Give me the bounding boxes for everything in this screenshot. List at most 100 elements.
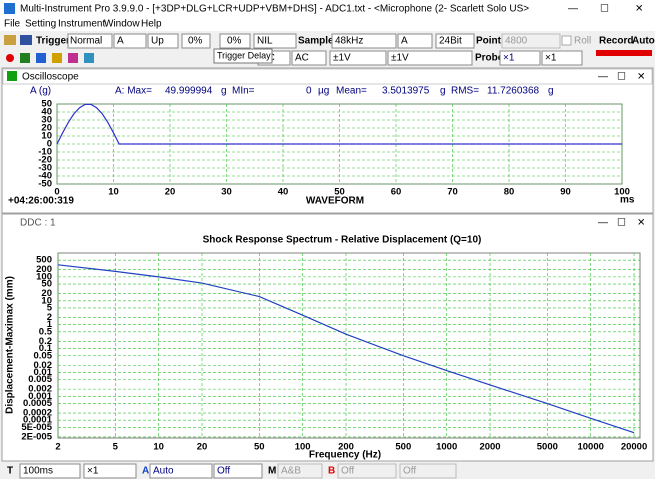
checkbox[interactable] bbox=[562, 36, 571, 45]
y-tick-label: -50 bbox=[38, 179, 52, 190]
x-tick-label: 2000 bbox=[479, 442, 500, 453]
dropdown-value: A&B bbox=[281, 466, 301, 477]
dropdown-value: A bbox=[117, 36, 124, 47]
minimize[interactable]: — bbox=[598, 218, 608, 229]
y-tick-label: 2E-005 bbox=[21, 431, 52, 442]
readout: 11.7260368 bbox=[487, 86, 540, 97]
close[interactable]: ✕ bbox=[637, 72, 645, 83]
readout: 3.5013975 bbox=[382, 86, 430, 97]
window-title: DDC : 1 bbox=[20, 218, 56, 229]
x-tick-label: 50 bbox=[334, 187, 345, 198]
dropdown-value: ±1V bbox=[333, 53, 351, 64]
readout: 49.999994 bbox=[165, 86, 213, 97]
point-label: Point bbox=[476, 36, 502, 47]
readout: µg bbox=[318, 86, 329, 97]
tool-icon[interactable] bbox=[20, 53, 30, 63]
x-tick-label: 40 bbox=[278, 187, 289, 198]
x-tick-label: 80 bbox=[504, 187, 515, 198]
tooltip-text: Trigger Delay bbox=[217, 50, 271, 60]
dropdown-value: Off bbox=[217, 466, 230, 477]
readout: g bbox=[440, 86, 446, 97]
app-icon bbox=[4, 3, 15, 14]
tool-icon[interactable] bbox=[36, 53, 46, 63]
readout: Mean= bbox=[336, 86, 367, 97]
dropdown-value: 4800 bbox=[505, 36, 528, 47]
x-tick-label: 20 bbox=[165, 187, 176, 198]
x-tick-label: 10 bbox=[108, 187, 119, 198]
readout: A (g) bbox=[30, 86, 51, 97]
sample-label: Sample bbox=[298, 36, 334, 47]
chart-title: Shock Response Spectrum - Relative Displ… bbox=[203, 235, 482, 246]
x-tick-label: 50 bbox=[254, 442, 265, 453]
timestamp: +04:26:00:319 bbox=[8, 196, 74, 207]
x-tick-label: 5000 bbox=[537, 442, 558, 453]
window-icon bbox=[7, 71, 17, 81]
dropdown-value: 100ms bbox=[23, 466, 53, 477]
dropdown-value: 24Bit bbox=[439, 36, 462, 47]
dropdown-value: NIL bbox=[257, 36, 273, 47]
menu-item[interactable]: Instrument bbox=[58, 19, 105, 30]
x-tick-label: 60 bbox=[391, 187, 402, 198]
x-tick-label: 20000 bbox=[621, 442, 647, 453]
menu-item[interactable]: File bbox=[4, 19, 21, 30]
readout: g bbox=[221, 86, 227, 97]
dropdown-value: Auto bbox=[153, 466, 174, 477]
save-icon[interactable] bbox=[20, 35, 32, 45]
menu-item[interactable]: Help bbox=[141, 19, 162, 30]
menu-item[interactable]: Setting bbox=[25, 19, 56, 30]
maximize[interactable]: ☐ bbox=[600, 4, 609, 15]
auto-button[interactable]: Auto bbox=[632, 36, 655, 47]
window-title: Multi-Instrument Pro 3.9.9.0 - [+3DP+DLG… bbox=[20, 4, 529, 15]
bar-label: B bbox=[328, 466, 335, 477]
tool-icon[interactable] bbox=[52, 53, 62, 63]
x-tick-label: 100 bbox=[614, 187, 630, 198]
maximize[interactable]: ☐ bbox=[617, 72, 626, 83]
readout: 0 bbox=[306, 86, 312, 97]
readout: RMS= bbox=[451, 86, 479, 97]
probe-label: Probe bbox=[475, 53, 504, 64]
dropdown-value: ±1V bbox=[391, 53, 409, 64]
close[interactable]: ✕ bbox=[637, 218, 645, 229]
x-tick-label: 5 bbox=[113, 442, 119, 453]
window-title-bar bbox=[3, 69, 652, 84]
menu-item[interactable]: Window bbox=[104, 19, 140, 30]
x-tick-label: 0 bbox=[54, 187, 59, 198]
x-tick-label: 90 bbox=[560, 187, 571, 198]
x-tick-label: 2 bbox=[55, 442, 60, 453]
trigger-label: Trigger bbox=[36, 36, 70, 47]
dropdown-value: ×1 bbox=[545, 53, 557, 64]
dropdown-value: ×1 bbox=[87, 466, 99, 477]
dropdown-value: AC bbox=[295, 53, 309, 64]
bar-label: A bbox=[142, 466, 149, 477]
open-icon[interactable] bbox=[4, 35, 16, 45]
record-button[interactable]: Record bbox=[599, 36, 633, 47]
readout: g bbox=[548, 86, 554, 97]
x-tick-label: 10000 bbox=[577, 442, 603, 453]
x-tick-label: 30 bbox=[221, 187, 232, 198]
minimize[interactable]: — bbox=[598, 72, 608, 83]
readout: MIn= bbox=[232, 86, 255, 97]
x-tick-label: 500 bbox=[395, 442, 411, 453]
y-axis-label: Displacement-Maximax (mm) bbox=[5, 276, 16, 414]
x-tick-label: 70 bbox=[447, 187, 458, 198]
x-tick-label: 10 bbox=[153, 442, 164, 453]
dropdown-value: 48kHz bbox=[335, 36, 363, 47]
tool-icon[interactable] bbox=[84, 53, 94, 63]
window-title: Oscilloscope bbox=[22, 72, 79, 83]
run-icon[interactable] bbox=[6, 54, 14, 62]
x-tick-label: 200 bbox=[338, 442, 354, 453]
dropdown-value: Off bbox=[403, 466, 416, 477]
tool-icon[interactable] bbox=[68, 53, 78, 63]
plot-area bbox=[58, 253, 640, 438]
spinner-value: 0% bbox=[188, 36, 203, 47]
dropdown-value: ×1 bbox=[503, 53, 515, 64]
roll-label: Roll bbox=[574, 36, 591, 47]
maximize[interactable]: ☐ bbox=[617, 218, 626, 229]
bar-label: M bbox=[268, 466, 276, 477]
close[interactable]: ✕ bbox=[635, 4, 643, 15]
minimize[interactable]: — bbox=[568, 4, 578, 15]
dropdown-value: A bbox=[401, 36, 408, 47]
x-tick-label: 20 bbox=[197, 442, 208, 453]
x-tick-label: 1000 bbox=[436, 442, 457, 453]
level-indicator bbox=[596, 50, 652, 56]
